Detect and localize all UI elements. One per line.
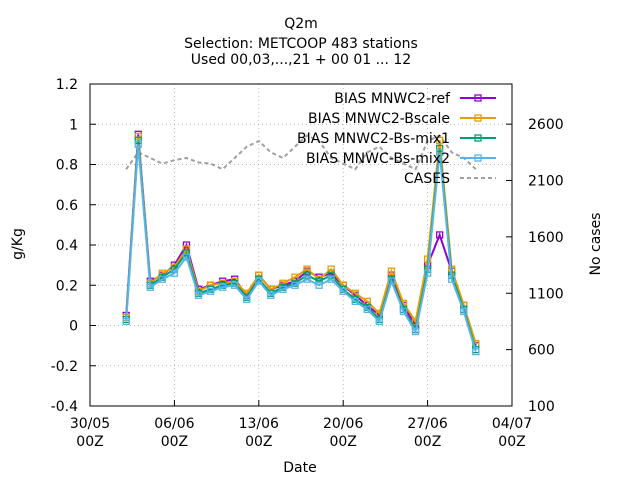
point-bias-mnwc-bs-mix2 — [134, 140, 142, 149]
legend-label-bias-mnwc2-bs-mix1: BIAS MNWC2-Bs-mix1 — [297, 131, 450, 147]
x-tick-label-hour: 00Z — [161, 434, 188, 450]
y-tick-label: 0.2 — [56, 278, 78, 294]
y-tick-label: 0.6 — [56, 198, 78, 214]
chart-title: Q2m — [284, 16, 318, 32]
x-tick-label-hour: 00Z — [498, 434, 525, 450]
point-bias-mnwc-bs-mix2 — [291, 281, 299, 289]
point-bias-mnwc-bs-mix2 — [146, 283, 154, 291]
legend-label-bias-mnwc2-bscale: BIAS MNWC2-Bscale — [308, 111, 450, 127]
x-tick-label-hour: 00Z — [76, 434, 103, 450]
legend-marker-bias-mnwc-bs-mix2 — [474, 154, 482, 162]
point-bias-mnwc2-bscale — [436, 136, 444, 145]
y2-tick-label: 600 — [528, 343, 555, 359]
point-bias-mnwc-bs-mix2 — [122, 317, 130, 326]
legend-marker-bias-mnwc2-bs-mix1 — [474, 134, 482, 142]
series-line-cases — [125, 134, 477, 171]
x-tick-label: 13/06 — [239, 416, 279, 432]
point-bias-mnwc-bs-mix2 — [399, 307, 408, 316]
point-bias-mnwc2-bscale — [134, 132, 142, 140]
y2-tick-label: 2600 — [528, 117, 564, 133]
y-axis-label: g/Kg — [10, 228, 26, 260]
y-tick-label: 1 — [69, 117, 78, 133]
point-bias-mnwc-bs-mix2 — [255, 277, 263, 285]
legend-marker-bias-mnwc2-ref — [474, 94, 482, 102]
point-bias-mnwc-bs-mix2 — [303, 275, 311, 283]
legend-label-bias-mnwc-bs-mix2: BIAS MNWC-Bs-mix2 — [306, 151, 450, 167]
axes: -0.4 -0.2 0 0.2 0.4 0.6 0.8 1 1.2 100 600 1100 1600 2… — [51, 77, 564, 450]
point-bias-mnwc-bs-mix2 — [158, 275, 166, 283]
point-bias-mnwc-bs-mix2 — [423, 269, 432, 277]
legend-marker-bias-mnwc2-bscale — [474, 114, 482, 122]
legend-label-cases: CASES — [404, 171, 450, 187]
point-bias-mnwc-bs-mix2 — [315, 281, 323, 289]
y-tick-label: 1.2 — [56, 77, 78, 93]
point-bias-mnwc-bs-mix2 — [218, 283, 227, 291]
point-bias-mnwc2-ref — [436, 231, 444, 239]
y-tick-label: 0.8 — [56, 158, 78, 174]
legend: BIAS MNWC2-ref BIAS MNWC2-Bscale BIAS MNWC… — [297, 91, 496, 187]
y-tick-label: 0.4 — [56, 238, 78, 254]
series-line-bias-mnwc2-bscale — [125, 136, 477, 344]
y-tick-label: -0.2 — [51, 359, 78, 375]
y2-tick-label: 100 — [528, 399, 555, 415]
y2-tick-label: 1600 — [528, 230, 564, 246]
chart-subtitle-2: Used 00,03,...,21 + 00 01 ... 12 — [191, 52, 411, 68]
point-bias-mnwc-bs-mix2 — [231, 281, 239, 289]
point-bias-mnwc-bs-mix2 — [363, 305, 371, 314]
point-bias-mnwc2-bscale — [387, 267, 396, 275]
point-bias-mnwc-bs-mix2 — [279, 285, 287, 293]
point-bias-mnwc-bs-mix2 — [327, 275, 335, 283]
point-bias-mnwc2-bs-mix1 — [134, 136, 142, 145]
point-bias-mnwc-bs-mix2 — [194, 291, 203, 299]
point-bias-mnwc-bs-mix2 — [460, 307, 468, 316]
y2-tick-label: 1100 — [528, 286, 564, 302]
grid — [90, 84, 512, 406]
point-bias-mnwc-bs-mix2 — [339, 287, 347, 295]
point-bias-mnwc-bs-mix2 — [267, 291, 275, 299]
x-axis-label: Date — [283, 460, 316, 476]
point-bias-mnwc-bs-mix2 — [448, 275, 456, 283]
point-bias-mnwc-bs-mix2 — [387, 277, 396, 285]
point-bias-mnwc-bs-mix2 — [351, 297, 359, 306]
point-bias-mnwc-bs-mix2 — [436, 148, 444, 157]
point-bias-mnwc-bs-mix2 — [472, 348, 480, 356]
chart-subtitle-1: Selection: METCOOP 483 stations — [184, 36, 418, 52]
x-tick-label-hour: 00Z — [329, 434, 356, 450]
point-bias-mnwc-bs-mix2 — [206, 287, 215, 295]
x-tick-label: 06/06 — [154, 416, 194, 432]
point-bias-mnwc-bs-mix2 — [170, 269, 179, 277]
point-bias-mnwc2-bs-mix1 — [436, 144, 444, 153]
point-bias-mnwc-bs-mix2 — [375, 317, 384, 326]
y2-tick-label: 2100 — [528, 174, 564, 190]
point-bias-mnwc-bs-mix2 — [243, 295, 251, 303]
x-tick-label: 20/06 — [323, 416, 363, 432]
x-tick-label-hour: 00Z — [414, 434, 441, 450]
point-bias-mnwc-bs-mix2 — [411, 327, 420, 336]
point-bias-mnwc-bs-mix2 — [182, 253, 191, 261]
legend-label-bias-mnwc2-ref: BIAS MNWC2-ref — [334, 91, 451, 107]
x-tick-label: 04/07 — [492, 416, 532, 432]
series-lines — [122, 130, 480, 356]
y-tick-label: -0.4 — [51, 399, 78, 415]
x-tick-label: 30/05 — [70, 416, 110, 432]
x-tick-label: 27/06 — [407, 416, 447, 432]
y-tick-label: 0 — [69, 319, 78, 335]
x-tick-label-hour: 00Z — [245, 434, 272, 450]
y2-axis-label: No cases — [588, 213, 604, 276]
